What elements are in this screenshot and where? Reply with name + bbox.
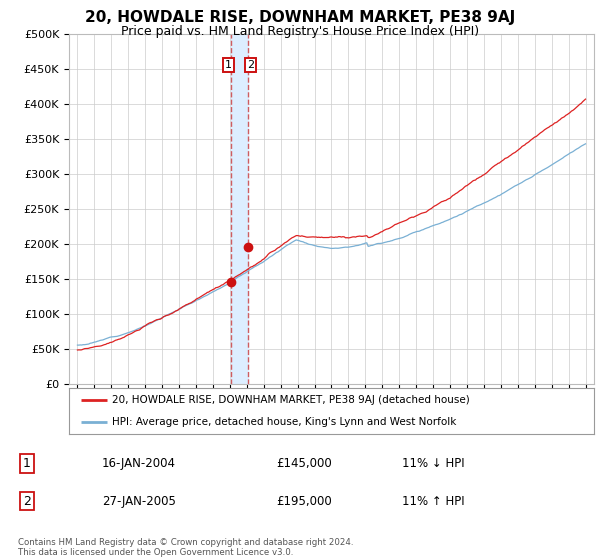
- Text: 11% ↓ HPI: 11% ↓ HPI: [402, 457, 464, 470]
- Text: 1: 1: [23, 457, 31, 470]
- Text: 2: 2: [23, 494, 31, 508]
- Text: 2: 2: [247, 60, 254, 70]
- Text: 20, HOWDALE RISE, DOWNHAM MARKET, PE38 9AJ (detached house): 20, HOWDALE RISE, DOWNHAM MARKET, PE38 9…: [112, 395, 470, 405]
- Text: HPI: Average price, detached house, King's Lynn and West Norfolk: HPI: Average price, detached house, King…: [112, 417, 457, 427]
- Bar: [230, 34, 248, 384]
- Text: £195,000: £195,000: [276, 494, 332, 508]
- Text: 27-JAN-2005: 27-JAN-2005: [102, 494, 176, 508]
- Text: 1: 1: [224, 60, 232, 70]
- Text: 20, HOWDALE RISE, DOWNHAM MARKET, PE38 9AJ: 20, HOWDALE RISE, DOWNHAM MARKET, PE38 9…: [85, 10, 515, 25]
- Text: Price paid vs. HM Land Registry's House Price Index (HPI): Price paid vs. HM Land Registry's House …: [121, 25, 479, 38]
- Text: 11% ↑ HPI: 11% ↑ HPI: [402, 494, 464, 508]
- Text: Contains HM Land Registry data © Crown copyright and database right 2024.
This d: Contains HM Land Registry data © Crown c…: [18, 538, 353, 557]
- Text: £145,000: £145,000: [276, 457, 332, 470]
- Text: 16-JAN-2004: 16-JAN-2004: [102, 457, 176, 470]
